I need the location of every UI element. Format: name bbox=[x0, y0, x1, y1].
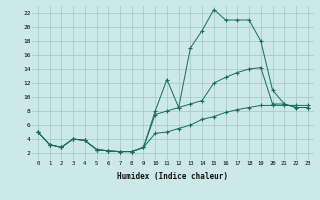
X-axis label: Humidex (Indice chaleur): Humidex (Indice chaleur) bbox=[117, 172, 228, 181]
